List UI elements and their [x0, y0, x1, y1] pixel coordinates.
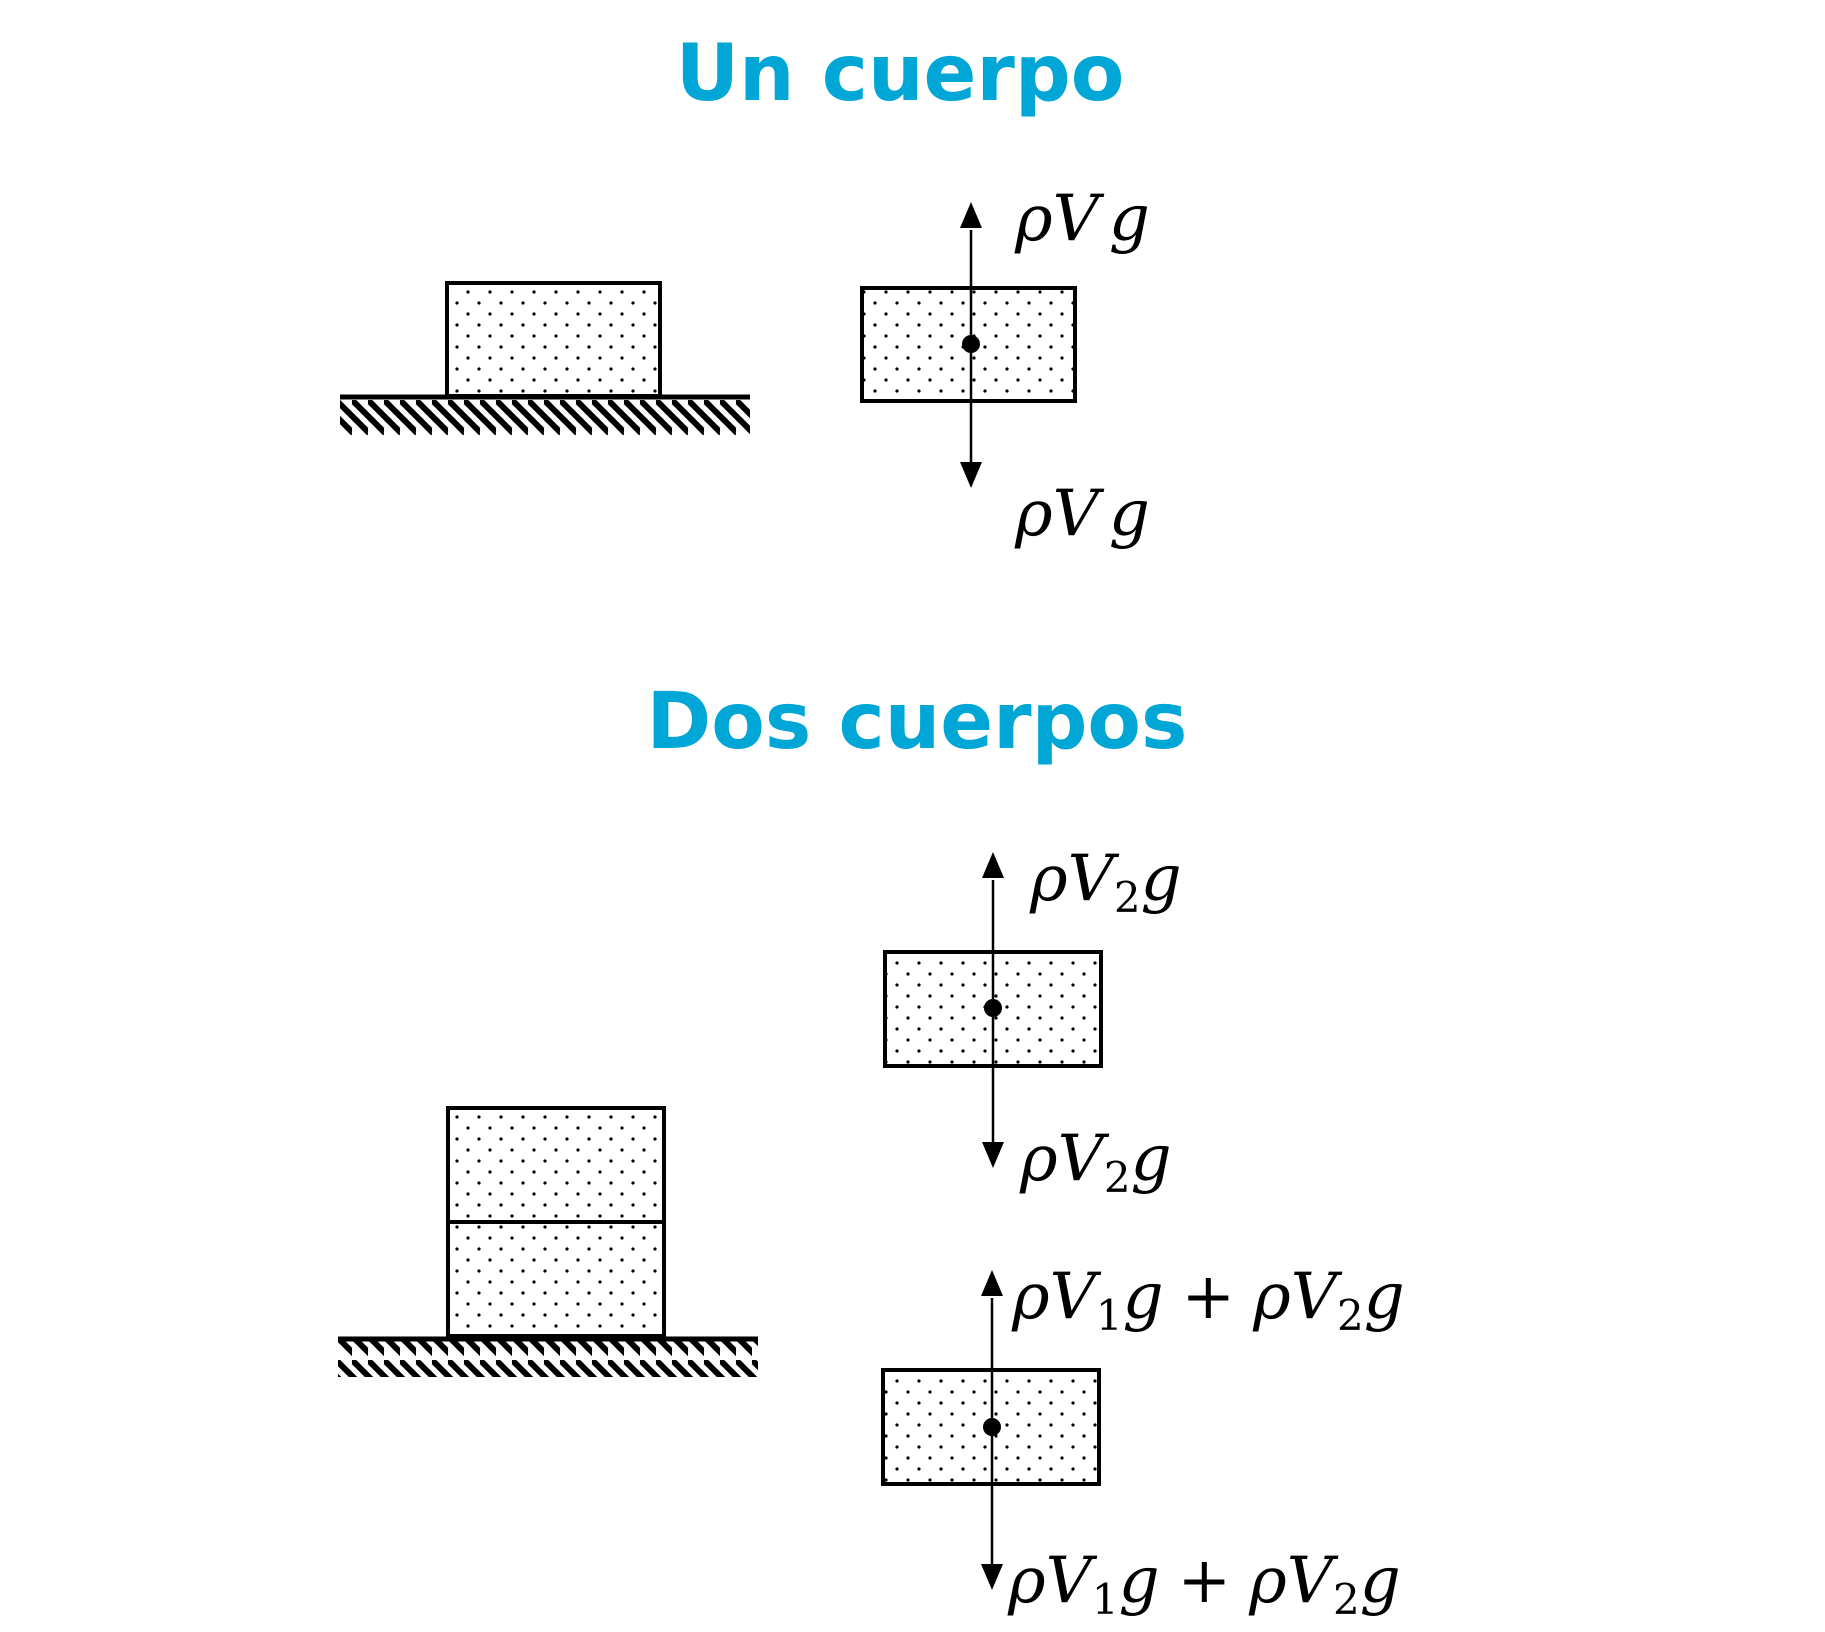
stacked-block-bottom	[446, 1220, 666, 1338]
block-on-ground	[445, 281, 662, 398]
force-down-label-top-block: ρV2g	[1019, 1122, 1172, 1202]
force-up-label-top-block: ρV2g	[1029, 842, 1182, 922]
stacked-block-top	[446, 1106, 666, 1224]
ground-two	[338, 1336, 758, 1377]
center-of-mass	[962, 335, 980, 353]
center-of-mass	[984, 999, 1002, 1017]
force-down-label-bottom-block: ρV1g + ρV2g	[1007, 1544, 1401, 1624]
center-of-mass	[983, 1418, 1001, 1436]
arrow-down-icon	[982, 1142, 1004, 1168]
arrow-up-icon	[982, 852, 1004, 878]
title-one-body: Un cuerpo	[676, 29, 1125, 119]
ground-one	[340, 394, 750, 435]
arrow-down-icon	[960, 462, 982, 488]
force-down-label-one: ρV g	[1014, 477, 1150, 551]
arrow-down-icon	[981, 1564, 1003, 1590]
arrow-up-icon	[981, 1270, 1003, 1296]
arrow-up-icon	[960, 202, 982, 228]
title-two-bodies: Dos cuerpos	[647, 677, 1188, 767]
force-up-label-one: ρV g	[1014, 182, 1150, 256]
force-up-label-bottom-block: ρV1g + ρV2g	[1011, 1260, 1405, 1340]
